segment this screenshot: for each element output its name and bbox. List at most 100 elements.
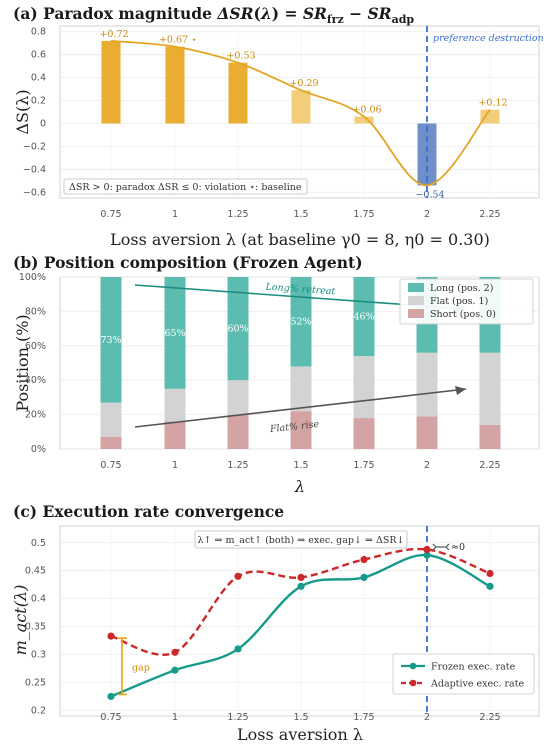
x-tick-label: 2 <box>424 209 430 220</box>
data-label: +0.72 <box>99 29 128 40</box>
panel-b-data-labels: 73% 65% 60% 52% 46% <box>100 312 374 346</box>
y-tick-label: 20% <box>25 410 46 421</box>
data-label: −0.54 <box>415 189 444 200</box>
bar <box>228 62 248 124</box>
stacked-bar-segment <box>100 402 122 437</box>
data-label: +0.67 ⋆ <box>159 35 197 46</box>
panel-c-xlabel: Loss aversion λ <box>237 725 363 744</box>
data-point <box>234 645 242 653</box>
y-tick-label: 0% <box>31 444 46 455</box>
data-label: +0.29 <box>289 78 318 89</box>
stacked-bar-segment <box>290 411 312 449</box>
y-tick-label: 60% <box>25 341 46 352</box>
stacked-bar-segment <box>100 436 122 449</box>
y-tick-label: 0.4 <box>31 73 46 84</box>
y-tick-label: 0.6 <box>31 50 46 61</box>
adaptive-line <box>110 547 491 656</box>
stacked-bar-segment <box>227 380 249 415</box>
stacked-bar-segment <box>353 418 375 449</box>
legend-label: Long (pos. 2) <box>430 283 493 294</box>
stacked-bar-segment <box>164 388 186 422</box>
panel-c-frame <box>59 525 540 717</box>
panel-b-ticks: 0% 20% 40% 60% 80% 100% 0.75 1 1.25 1.5 1.75 2 2.25 <box>19 272 501 471</box>
stacked-bar-segment <box>164 421 186 449</box>
panel-c-header-box <box>194 530 408 549</box>
panel-b-bars <box>100 277 501 449</box>
panel-c-legend: Frozen exec. rate Adaptive exec. rate <box>392 653 535 695</box>
legend-label: Frozen exec. rate <box>431 662 516 673</box>
data-point <box>107 692 115 701</box>
stacked-bar-segment <box>290 366 312 412</box>
y-tick-label: 0.2 <box>31 705 46 716</box>
data-label: +0.53 <box>226 51 255 62</box>
data-point <box>171 666 179 674</box>
panel-b-arrows: Long% retreat Flat% rise <box>134 282 467 435</box>
y-tick-label: −0.2 <box>23 141 46 152</box>
bar <box>417 123 437 186</box>
panel-b-xlabel: λ <box>294 477 305 496</box>
y-tick-label: −0.4 <box>23 164 46 175</box>
panel-a-ticks: −0.6 −0.4 −0.2 0 0.2 0.4 0.6 0.8 0.75 1 1.25 1.5 1.7… <box>23 27 501 220</box>
panel-c: (c) Execution rate convergence 0.20.250.… <box>11 502 540 744</box>
y-tick-label: −0.6 <box>23 187 46 198</box>
y-tick-label: 0.35 <box>25 622 46 633</box>
data-label: 46% <box>353 312 374 323</box>
legend-swatch <box>408 309 424 318</box>
panel-c-lines <box>107 545 494 701</box>
legend-label: Short (pos. 0) <box>430 309 496 320</box>
panel-a-curve <box>110 40 491 187</box>
y-tick-label: 0 <box>40 118 46 129</box>
y-tick-label: 80% <box>25 306 46 317</box>
panel-b-ylabel: Position (%) <box>13 314 32 411</box>
legend-marker <box>409 679 417 687</box>
converge-mark <box>445 543 450 551</box>
panel-b-title: (b) Position composition (Frozen Agent) <box>13 253 363 272</box>
converge-label: ≈0 <box>451 542 465 553</box>
stacked-bar-segment <box>353 277 375 357</box>
panel-a-frame <box>59 25 540 199</box>
panel-a-xlabel: Loss aversion λ (at baseline γ0 = 8, η0 … <box>110 230 490 249</box>
panel-a-data-labels: +0.72 +0.67 ⋆ +0.53 +0.29 +0.06 −0.54 +0.12 <box>99 29 507 200</box>
y-tick-label: 0.8 <box>31 27 46 38</box>
flat-rise-arrow <box>134 388 467 428</box>
panel-a-grid <box>60 26 539 198</box>
y-tick-label: 0.2 <box>31 96 46 107</box>
legend-swatch <box>408 283 424 292</box>
bar <box>165 46 185 124</box>
legend-swatch <box>408 296 424 305</box>
data-point <box>486 569 494 578</box>
y-tick-label: 0.45 <box>25 566 46 577</box>
y-tick-label: 40% <box>25 375 46 386</box>
panel-c-header: λ↑ ⇒ m_act↑ (both) ⇒ exec. gap↓ ⇒ ΔSR↓ <box>198 535 405 546</box>
x-tick-label: 1.25 <box>227 209 248 220</box>
legend-label: Adaptive exec. rate <box>430 679 525 690</box>
panel-a-note-box <box>63 178 308 195</box>
x-tick-label: 1.75 <box>353 712 374 723</box>
arrow-head <box>455 386 466 395</box>
x-tick-label: 1 <box>172 712 178 723</box>
x-tick-label: 1.5 <box>293 209 308 220</box>
gap-label: gap <box>132 662 150 673</box>
data-point <box>297 582 305 590</box>
data-point <box>360 573 368 582</box>
x-tick-label: 1.25 <box>227 460 248 471</box>
stacked-bar-segment <box>164 277 186 389</box>
stacked-bar-segment <box>416 352 438 417</box>
data-label: 65% <box>164 328 185 339</box>
y-tick-label: 0.3 <box>31 650 46 661</box>
x-tick-label: 1.75 <box>353 460 374 471</box>
bar <box>354 116 374 124</box>
data-label: 73% <box>100 335 121 346</box>
data-point <box>360 555 368 564</box>
y-tick-label: 0.25 <box>25 677 46 688</box>
data-point <box>107 632 115 640</box>
data-label: 52% <box>290 317 311 328</box>
legend-label: Flat (pos. 1) <box>430 296 488 307</box>
data-label: 60% <box>227 324 248 335</box>
x-tick-label: 1 <box>172 460 178 471</box>
data-point <box>171 648 179 656</box>
legend-box <box>392 653 535 695</box>
trend-curve <box>110 40 491 187</box>
data-point <box>297 573 305 582</box>
